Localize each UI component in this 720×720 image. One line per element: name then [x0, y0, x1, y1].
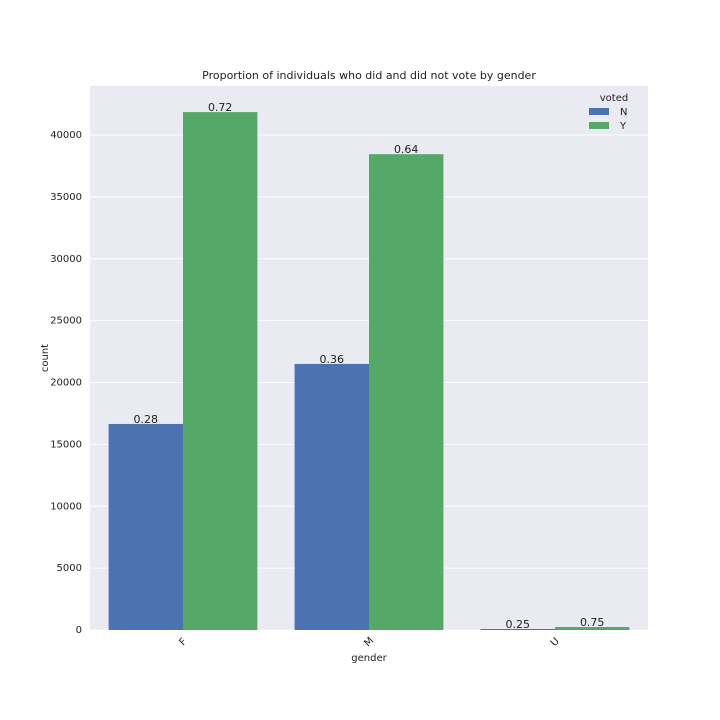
chart-title: Proportion of individuals who did and di… — [202, 69, 536, 82]
y-tick-label: 20000 — [50, 378, 82, 389]
y-axis-label: count — [40, 344, 51, 372]
bar — [183, 112, 258, 630]
y-tick-label: 0 — [76, 625, 82, 636]
bar — [369, 154, 444, 631]
bar — [108, 423, 183, 630]
x-axis-label: gender — [351, 653, 387, 664]
y-tick-label: 40000 — [50, 130, 82, 141]
y-tick-label: 15000 — [50, 439, 82, 450]
x-tick-label: F — [177, 636, 189, 648]
x-tick-label: M — [362, 635, 376, 649]
y-tick-label: 10000 — [50, 501, 82, 512]
y-tick-label: 30000 — [50, 254, 82, 265]
bar-annotation: 0.72 — [208, 101, 233, 114]
bar-annotation: 0.75 — [580, 616, 605, 629]
y-tick-label: 5000 — [57, 563, 82, 574]
bar-annotation: 0.36 — [320, 353, 345, 366]
bar-annotation: 0.25 — [506, 618, 531, 631]
bar — [294, 363, 369, 630]
bar-annotation: 0.64 — [394, 143, 419, 156]
x-tick-label: U — [549, 636, 562, 649]
bar — [555, 627, 630, 630]
y-tick-label: 25000 — [50, 316, 82, 327]
legend-swatch — [589, 108, 609, 115]
legend-label: Y — [619, 121, 627, 132]
legend-swatch — [589, 122, 609, 129]
y-tick-label: 35000 — [50, 192, 82, 203]
legend-label: N — [620, 107, 627, 118]
bar — [480, 629, 555, 630]
bar-annotation: 0.28 — [134, 413, 159, 426]
legend-title: voted — [600, 93, 628, 104]
